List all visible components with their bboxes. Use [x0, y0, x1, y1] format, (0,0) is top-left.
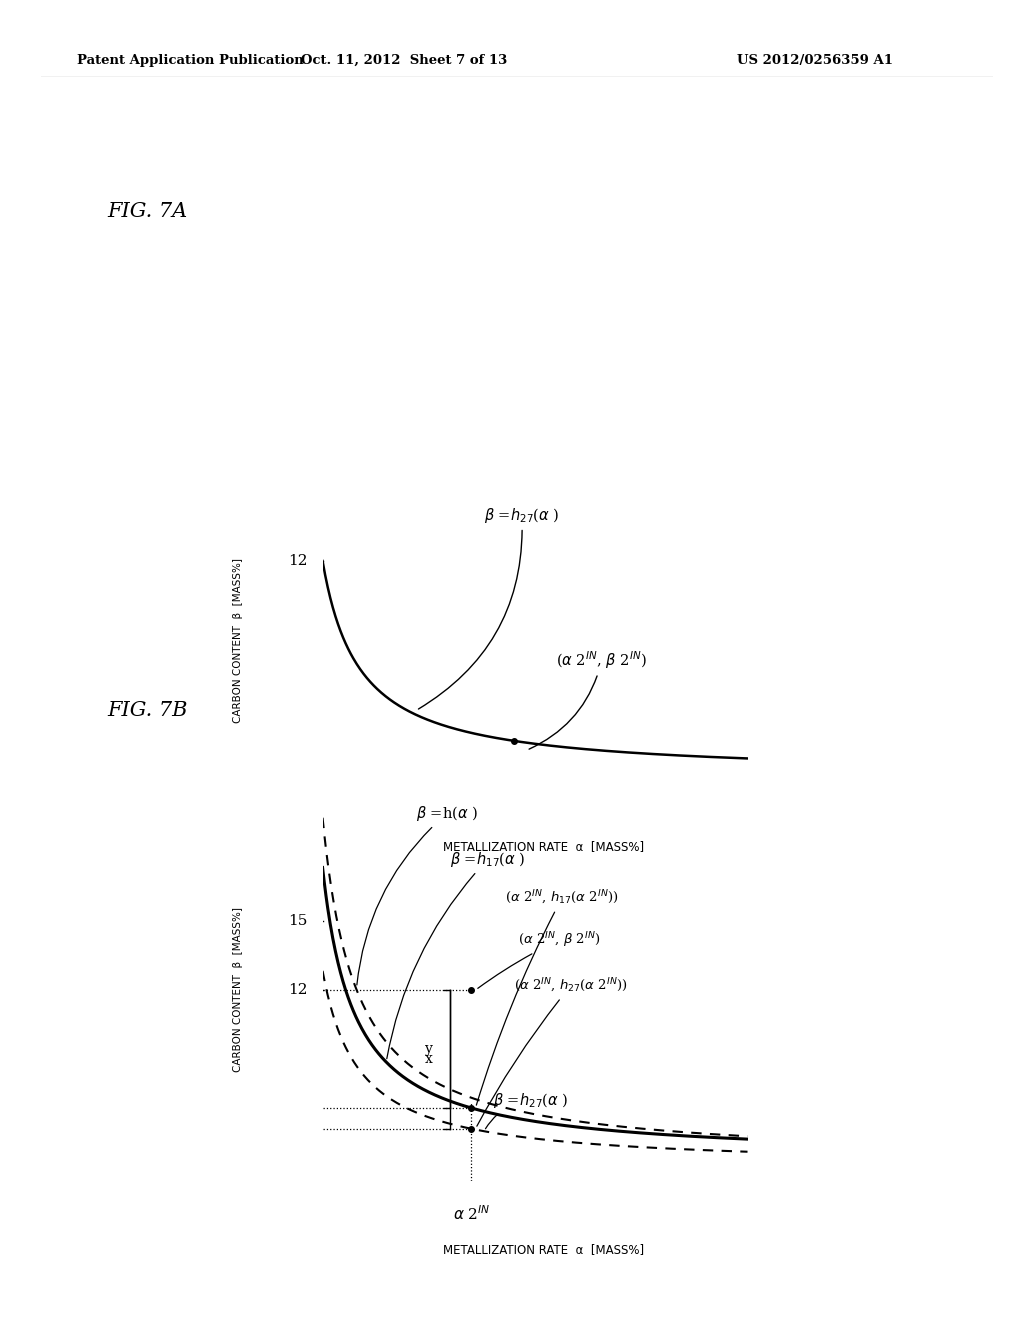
Text: CARBON CONTENT  β  [MASS%]: CARBON CONTENT β [MASS%] — [232, 908, 243, 1072]
Text: 12: 12 — [288, 554, 307, 568]
Text: ($\alpha$ 2$^{IN}$, $\beta$ 2$^{IN}$): ($\alpha$ 2$^{IN}$, $\beta$ 2$^{IN}$) — [529, 649, 647, 750]
Text: ($\alpha$ 2$^{IN}$, $h_{17}$($\alpha$ 2$^{IN}$)): ($\alpha$ 2$^{IN}$, $h_{17}$($\alpha$ 2$… — [476, 888, 618, 1105]
Text: x: x — [425, 1052, 433, 1067]
Text: 12: 12 — [288, 983, 307, 997]
Text: 15: 15 — [289, 913, 307, 928]
Text: ($\alpha$ 2$^{IN}$, $h_{27}$($\alpha$ 2$^{IN}$)): ($\alpha$ 2$^{IN}$, $h_{27}$($\alpha$ 2$… — [477, 977, 628, 1126]
Text: $\beta$ =$h_{27}$($\alpha$ ): $\beta$ =$h_{27}$($\alpha$ ) — [485, 1090, 568, 1129]
Text: $\alpha$ 2$^{IN}$: $\alpha$ 2$^{IN}$ — [453, 1204, 490, 1224]
Text: CARBON CONTENT  β  [MASS%]: CARBON CONTENT β [MASS%] — [232, 557, 243, 723]
Text: $\beta$ =h($\alpha$ ): $\beta$ =h($\alpha$ ) — [356, 804, 478, 985]
Text: Patent Application Publication: Patent Application Publication — [77, 54, 303, 67]
Text: ($\alpha$ 2$^{IN}$, $\beta$ 2$^{IN}$): ($\alpha$ 2$^{IN}$, $\beta$ 2$^{IN}$) — [478, 931, 600, 989]
Text: $\beta$ =$h_{27}$($\alpha$ ): $\beta$ =$h_{27}$($\alpha$ ) — [419, 506, 560, 709]
Text: METALLIZATION RATE  α  [MASS%]: METALLIZATION RATE α [MASS%] — [443, 840, 644, 853]
Text: FIG. 7B: FIG. 7B — [108, 701, 188, 719]
Text: METALLIZATION RATE  α  [MASS%]: METALLIZATION RATE α [MASS%] — [443, 1242, 644, 1255]
Text: US 2012/0256359 A1: US 2012/0256359 A1 — [737, 54, 893, 67]
Text: $\beta$ =$h_{17}$($\alpha$ ): $\beta$ =$h_{17}$($\alpha$ ) — [387, 850, 525, 1059]
Text: Oct. 11, 2012  Sheet 7 of 13: Oct. 11, 2012 Sheet 7 of 13 — [301, 54, 508, 67]
Text: FIG. 7A: FIG. 7A — [108, 202, 187, 220]
Text: y: y — [425, 1041, 433, 1056]
